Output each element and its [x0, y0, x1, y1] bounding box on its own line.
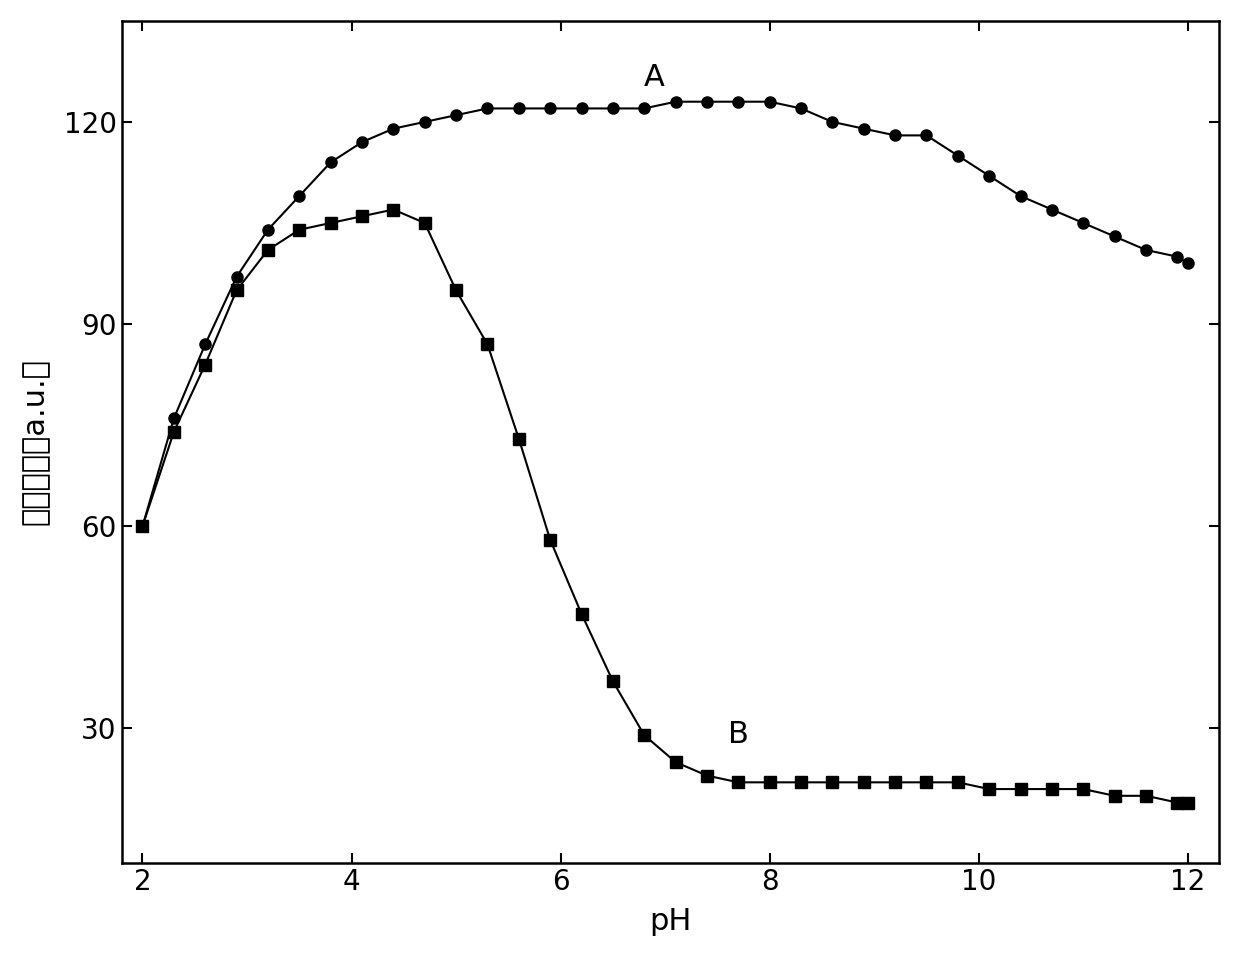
X-axis label: pH: pH — [650, 907, 692, 936]
Text: B: B — [728, 720, 749, 748]
Text: A: A — [645, 62, 665, 92]
Y-axis label: 荼光强度（a.u.）: 荼光强度（a.u.） — [21, 359, 50, 525]
